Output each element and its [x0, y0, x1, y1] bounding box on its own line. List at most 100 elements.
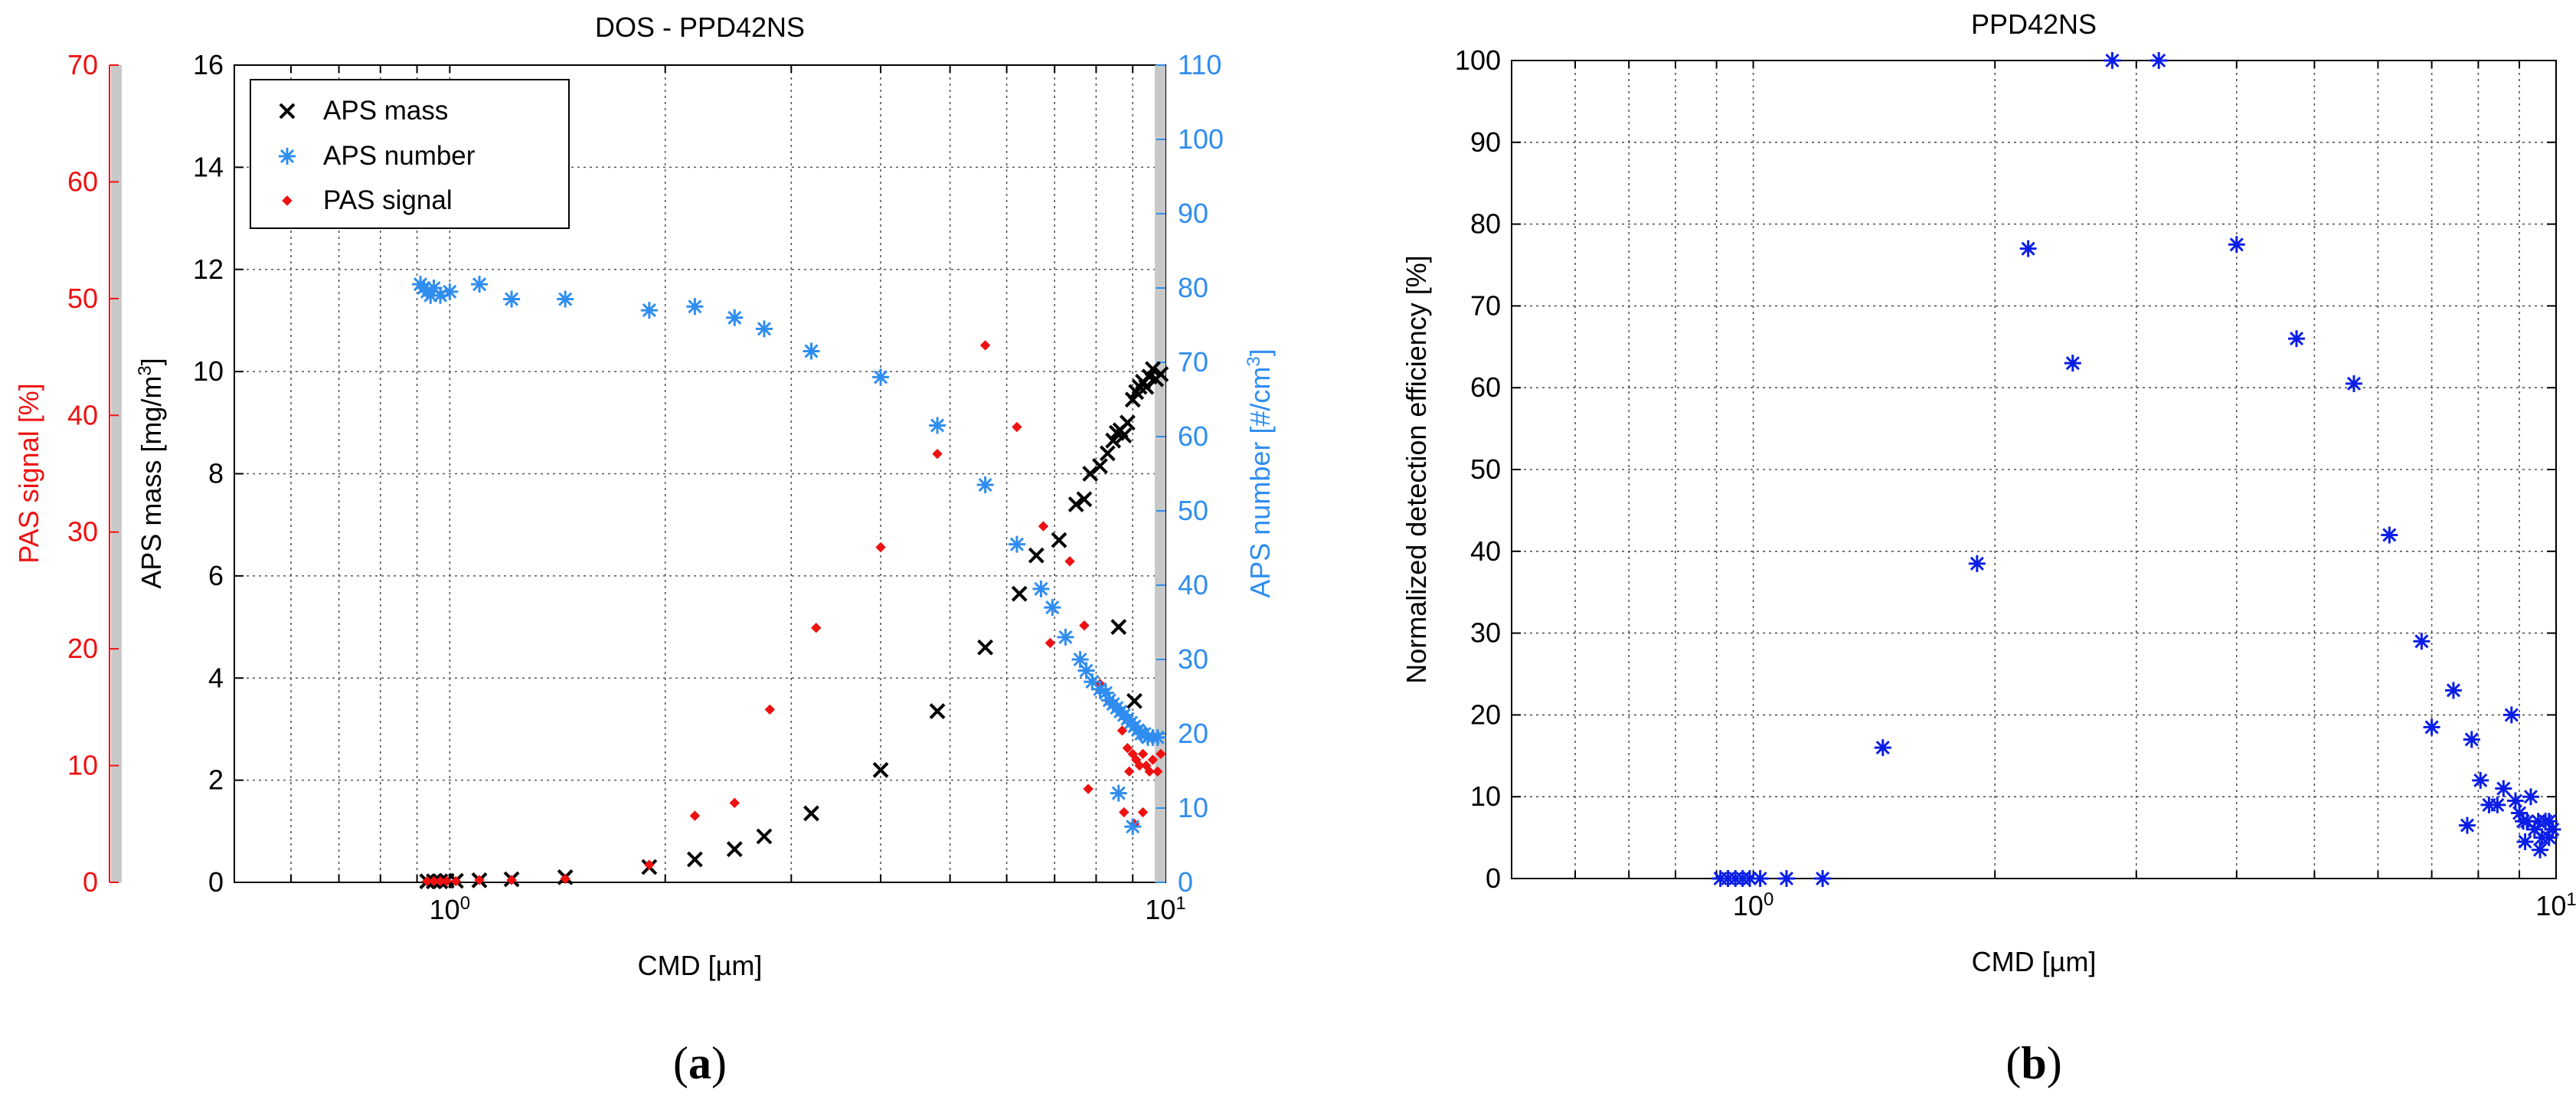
point-aps-mass [872, 761, 889, 778]
point-pas-signal [1147, 754, 1159, 765]
panel-label-a: (a) [673, 1038, 727, 1088]
point-pas-signal [474, 875, 485, 885]
point-detection-efficiency [2346, 375, 2362, 392]
point-aps-number [441, 283, 459, 300]
point-aps-number [976, 476, 994, 494]
point-detection-efficiency [2288, 330, 2306, 348]
xlabel-a: CMD [µm] [638, 950, 763, 981]
point-detection-efficiency [2495, 780, 2512, 797]
point-pas-signal [441, 875, 452, 887]
point-aps-number [726, 309, 744, 326]
y-tick-label-aps-mass-3: 6 [208, 560, 224, 591]
point-detection-efficiency [2519, 813, 2536, 830]
point-pas-signal [1083, 784, 1093, 794]
legend-a: APS mass APS number PAS signal [250, 79, 570, 229]
point-aps-mass [1145, 361, 1161, 378]
point-aps-number [471, 276, 489, 293]
ylabel-aps-number-pre: APS number [#/cm [1244, 367, 1276, 598]
point-pas-signal [811, 622, 822, 633]
data-marks-a [412, 276, 1169, 890]
point-detection-efficiency [2540, 829, 2558, 846]
y-tick-label-b-4: 40 [1470, 535, 1501, 567]
point-aps-number [1110, 784, 1127, 802]
y-tick-label-aps-number-9: 90 [1178, 198, 1208, 229]
y-tick-label-b-9: 90 [1470, 126, 1501, 158]
point-pas-signal [1144, 766, 1155, 777]
y-tick-label-aps-number-3: 30 [1178, 643, 1208, 675]
legend-label-aps-number: APS number [323, 141, 476, 171]
y-tick-label-b-7: 70 [1470, 290, 1501, 321]
point-aps-number [431, 286, 449, 304]
point-pas-signal [979, 340, 991, 351]
y-tick-label-pas-3: 30 [67, 516, 98, 548]
point-aps-number [557, 290, 574, 308]
y-tick-label-aps-mass-7: 14 [193, 151, 224, 182]
y-tick-label-aps-number-0: 0 [1178, 866, 1193, 898]
y-tick-label-b-3: 30 [1470, 617, 1501, 649]
y-tick-label-aps-number-8: 80 [1178, 272, 1208, 303]
legend-item-aps-mass: APS mass [279, 96, 448, 126]
point-detection-efficiency [2506, 792, 2524, 810]
y-tick-label-pas-4: 40 [67, 399, 98, 430]
legend-marker-aps-mass [279, 103, 296, 119]
y-tick-label-pas-2: 20 [67, 633, 98, 664]
point-aps-number [1077, 662, 1095, 679]
axis-aps-number-band [1155, 65, 1165, 882]
y-tick-label-pas-0: 0 [83, 866, 98, 898]
chart-title-a: DOS - PPD42NS [595, 11, 805, 43]
legend-marker-aps-number [279, 148, 296, 165]
y-tick-label-aps-number-10: 100 [1178, 123, 1224, 155]
x-tick-label-b-1-base: 10 [2535, 890, 2566, 921]
x-tick-label-a-1-exp: 1 [1175, 893, 1185, 914]
point-pas-signal [875, 542, 886, 553]
point-detection-efficiency [2444, 682, 2462, 699]
point-pas-signal [644, 859, 655, 870]
y-tick-label-aps-mass-6: 12 [193, 254, 224, 285]
y-tick-label-b-2: 20 [1470, 699, 1501, 730]
ylabel-aps-mass-pre: APS mass [mg/m [136, 376, 167, 589]
point-pas-signal [1038, 521, 1049, 532]
y-tick-label-aps-number-7: 70 [1178, 346, 1208, 378]
y-tick-label-b-0: 0 [1486, 862, 1501, 894]
xlabel-b: CMD [µm] [1972, 946, 2097, 977]
point-detection-efficiency [2104, 52, 2121, 69]
y-tick-label-aps-number-1: 10 [1178, 792, 1208, 823]
y-tick-label-pas-5: 50 [67, 283, 98, 314]
y-tick-label-b-6: 60 [1470, 371, 1501, 403]
point-aps-mass [1152, 366, 1169, 382]
point-detection-efficiency [2489, 796, 2506, 813]
point-aps-number [1124, 818, 1142, 836]
point-aps-number [1008, 535, 1025, 553]
point-aps-number [640, 302, 658, 319]
x-tick-label-a-1-base: 10 [1145, 894, 1175, 925]
point-detection-efficiency [1814, 870, 1832, 887]
x-tick-label-a-1: 101 [1145, 893, 1185, 926]
axis-pas-band [111, 65, 122, 882]
point-pas-signal [1137, 748, 1149, 760]
point-detection-efficiency [2516, 833, 2534, 850]
point-pas-signal [932, 448, 943, 460]
point-detection-efficiency [2150, 52, 2168, 69]
legend-item-aps-number: APS number [279, 141, 476, 171]
point-detection-efficiency [1778, 870, 1795, 887]
point-aps-mass [1119, 414, 1136, 431]
point-pas-signal [1152, 766, 1163, 777]
ylabel-aps-mass-post: ] [136, 358, 167, 365]
y-tick-label-pas-6: 60 [67, 165, 98, 197]
point-aps-number [422, 286, 440, 304]
point-aps-mass [1116, 427, 1133, 443]
point-detection-efficiency [1874, 739, 1891, 757]
point-aps-mass [929, 703, 946, 720]
point-pas-signal [1064, 556, 1075, 567]
x-tick-label-b-0-base: 10 [1733, 890, 1764, 921]
grid-lines-b [1512, 61, 2556, 879]
point-aps-number [872, 368, 890, 386]
y-tick-label-aps-number-4: 40 [1178, 569, 1208, 600]
point-aps-number [1149, 728, 1166, 746]
point-pas-signal [1122, 742, 1133, 754]
y-tick-label-b-8: 80 [1470, 208, 1501, 240]
ylabel-aps-number: APS number [#/cm3] [1244, 348, 1277, 598]
point-aps-number [1091, 680, 1109, 698]
